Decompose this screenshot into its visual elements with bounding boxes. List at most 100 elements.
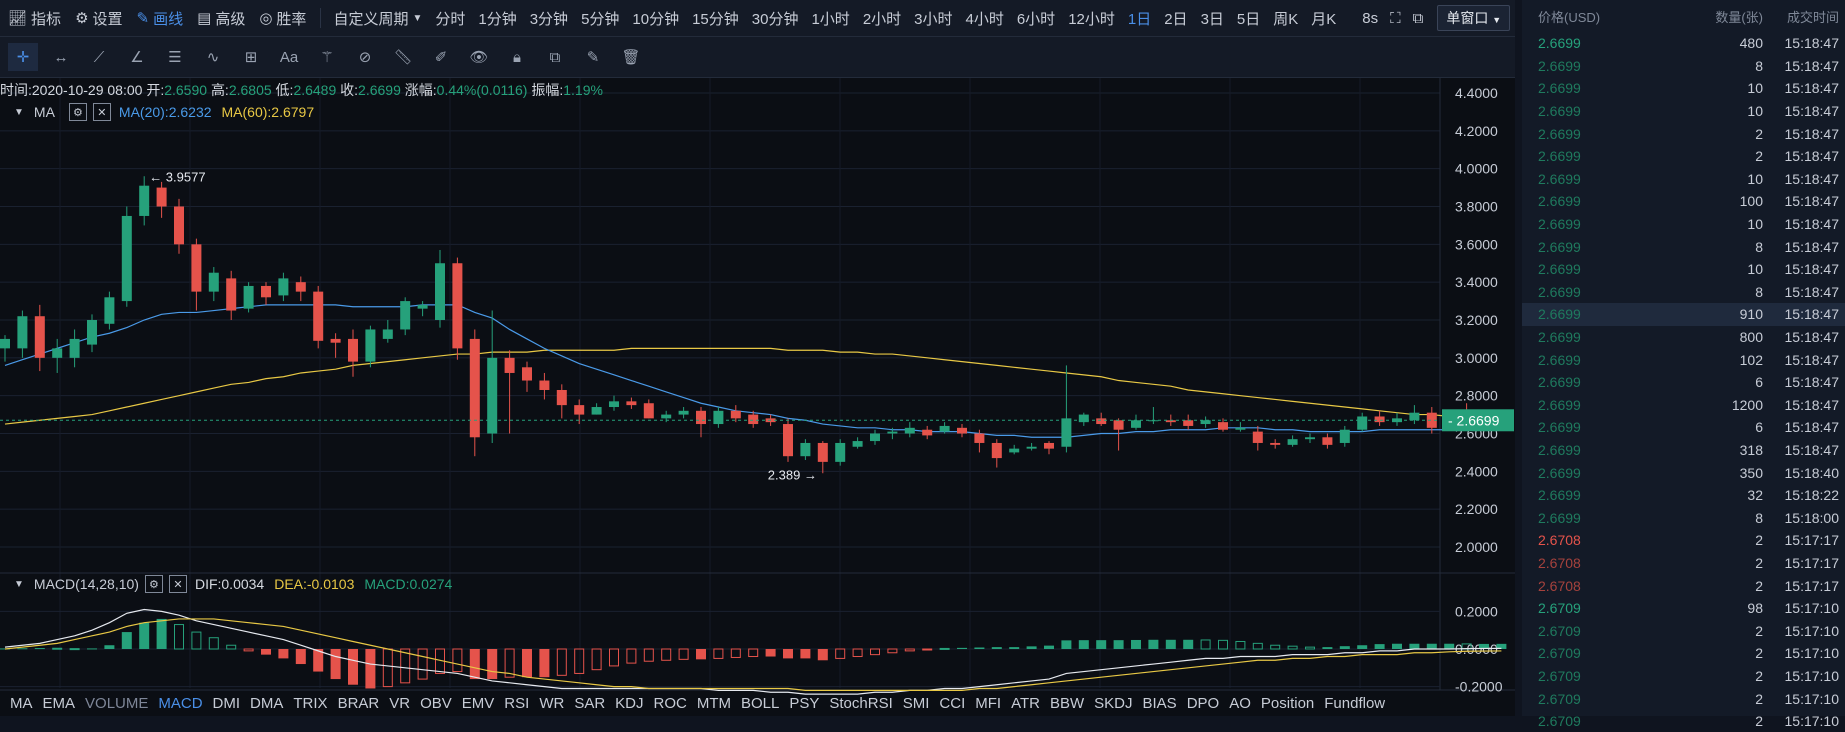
settings-button[interactable]: ⚙ 设置 xyxy=(75,8,122,29)
winrate-button[interactable]: ◎ 胜率 xyxy=(259,8,306,29)
period-9[interactable]: 3小时 xyxy=(914,10,953,28)
indicator-tab-brar[interactable]: BRAR xyxy=(337,694,380,712)
indicator-tab-atr[interactable]: ATR xyxy=(1011,694,1040,712)
period-8[interactable]: 2小时 xyxy=(862,10,902,28)
text-tool-icon[interactable]: Aa xyxy=(279,48,299,66)
kline-chart[interactable]: 4.4000 4.2000 4.0000 3.8000 3.6000 3.4000 3.20… xyxy=(0,78,1515,716)
ray-tool-icon[interactable]: ↔ xyxy=(53,48,69,66)
period-0[interactable]: 分时 xyxy=(435,10,466,28)
brush-tool-icon[interactable]: ✐ xyxy=(434,49,448,66)
angle-tool-icon[interactable]: ∠ xyxy=(130,49,144,66)
crosshair-tool-icon[interactable]: ✛ xyxy=(8,43,38,71)
ruler-tool-icon[interactable]: 📏︎ xyxy=(393,49,413,66)
indicator-tab-stochrsi[interactable]: StochRSI xyxy=(829,694,893,712)
copy-tool-icon[interactable]: ⧉ xyxy=(549,48,561,66)
indicator-tab-skdj[interactable]: SKDJ xyxy=(1094,694,1133,712)
close-icon[interactable]: ✕ xyxy=(168,575,187,593)
fullscreen-icon[interactable]: ⛶ xyxy=(1390,9,1401,27)
trade-quantity: 10 xyxy=(1747,216,1763,233)
chart-area[interactable]: 4.4000 4.2000 4.0000 3.8000 3.6000 3.4000 3.20… xyxy=(0,78,1515,716)
custom-period-dropdown[interactable]: 自定义周期 ▼ xyxy=(333,8,422,29)
indicator-tab-smi[interactable]: SMI xyxy=(902,694,930,712)
close-icon[interactable]: ✕ xyxy=(92,103,111,121)
trade-time: 15:17:10 xyxy=(1784,667,1840,684)
indicator-tab-volume[interactable]: VOLUME xyxy=(85,694,149,712)
period-5[interactable]: 15分钟 xyxy=(692,10,739,28)
indicator-tab-kdj[interactable]: KDJ xyxy=(615,694,644,712)
wave-tool-icon[interactable]: ∿ xyxy=(206,49,220,66)
indicator-tab-trix[interactable]: TRIX xyxy=(293,694,328,712)
popout-icon[interactable]: ⧉ xyxy=(1412,9,1424,27)
indicator-tab-obv[interactable]: OBV xyxy=(420,694,452,712)
indicator-tab-macd[interactable]: MACD xyxy=(158,694,203,712)
indicator-tab-cci[interactable]: CCI xyxy=(939,694,966,712)
refresh-interval[interactable]: 8s xyxy=(1362,9,1379,27)
period-12[interactable]: 12小时 xyxy=(1068,10,1115,28)
period-2[interactable]: 3分钟 xyxy=(529,10,569,28)
period-13[interactable]: 1日 xyxy=(1127,10,1152,28)
indicator-tab-mfi[interactable]: MFI xyxy=(975,694,1002,712)
period-11[interactable]: 6小时 xyxy=(1016,10,1056,28)
indicator-tab-roc[interactable]: ROC xyxy=(653,694,687,712)
trash-icon[interactable]: 🗑︎ xyxy=(621,49,641,66)
gear-icon[interactable]: ⚙ xyxy=(68,103,87,121)
macd-bar xyxy=(121,632,132,649)
candle-body xyxy=(1113,420,1124,430)
macd-bar xyxy=(661,648,672,661)
period-14[interactable]: 2日 xyxy=(1164,10,1188,28)
period-6[interactable]: 30分钟 xyxy=(751,10,799,28)
indicator-tab-dma[interactable]: DMA xyxy=(250,694,284,712)
pattern-tool-icon[interactable]: ⚚ xyxy=(320,49,334,66)
trade-quantity: 8 xyxy=(1755,57,1763,74)
period-18[interactable]: 月K xyxy=(1311,10,1337,28)
indicator-tab-position[interactable]: Position xyxy=(1260,694,1315,712)
indicator-tab-boll[interactable]: BOLL xyxy=(741,694,780,712)
collapse-icon[interactable]: ▼ xyxy=(14,578,24,590)
indicator-tab-bias[interactable]: BIAS xyxy=(1142,694,1177,712)
indicator-tab-fundflow[interactable]: Fundflow xyxy=(1324,694,1386,712)
indicator-tab-dmi[interactable]: DMI xyxy=(212,694,241,712)
period-3[interactable]: 5分钟 xyxy=(581,10,620,28)
visibility-tool-icon[interactable]: 👁︎ xyxy=(469,49,489,66)
draw-button[interactable]: ✎ 画线 xyxy=(137,8,184,29)
period-17[interactable]: 周K xyxy=(1273,10,1299,28)
collapse-icon[interactable]: ▼ xyxy=(14,106,24,118)
advanced-button[interactable]: ▤ 高级 xyxy=(197,8,245,29)
magnet-tool-icon[interactable]: ⊘ xyxy=(358,49,372,66)
indicator-tab-dpo[interactable]: DPO xyxy=(1186,694,1220,712)
indicator-tab-ao[interactable]: AO xyxy=(1229,694,1251,712)
period-16[interactable]: 5日 xyxy=(1236,10,1261,28)
macd-bar xyxy=(835,648,846,659)
indicator-tab-mtm[interactable]: MTM xyxy=(696,694,731,712)
indicator-tab-sar[interactable]: SAR xyxy=(574,694,606,712)
period-15[interactable]: 3日 xyxy=(1200,10,1224,28)
gear-icon[interactable]: ⚙ xyxy=(144,575,163,593)
trade-time: 15:18:47 xyxy=(1784,35,1840,52)
candle-body xyxy=(1200,420,1211,425)
indicator-tab-bbw[interactable]: BBW xyxy=(1049,694,1085,712)
indicator-tab-vr[interactable]: VR xyxy=(389,694,411,712)
close-value: 2.6699 xyxy=(358,82,401,98)
indicator-tab-ema[interactable]: EMA xyxy=(42,694,76,712)
measure-tool-icon[interactable]: ⊞ xyxy=(244,49,258,66)
lock-tool-icon[interactable]: 🔒︎ xyxy=(513,48,521,66)
indicator-button[interactable]: 📈︎ 指标 xyxy=(8,8,61,29)
trade-time: 15:18:47 xyxy=(1784,283,1840,300)
period-7[interactable]: 1小时 xyxy=(811,10,850,28)
edit-tool-icon[interactable]: ✎ xyxy=(586,49,600,66)
indicator-tab-wr[interactable]: WR xyxy=(539,694,565,712)
period-4[interactable]: 10分钟 xyxy=(632,10,680,28)
indicator-tab-ma[interactable]: MA xyxy=(10,694,33,712)
period-10[interactable]: 4小时 xyxy=(965,10,1004,28)
macd-bar xyxy=(226,644,237,650)
channel-tool-icon[interactable]: ☰ xyxy=(168,49,182,66)
macd-bar xyxy=(1252,642,1263,650)
indicator-tab-rsi[interactable]: RSI xyxy=(504,694,530,712)
window-mode-select[interactable]: 单窗口 ▼ xyxy=(1437,5,1511,31)
period-1[interactable]: 1分钟 xyxy=(478,10,517,28)
ma-label: MA xyxy=(33,104,55,120)
indicator-tab-emv[interactable]: EMV xyxy=(461,694,495,712)
trendline-tool-icon[interactable]: ⟋ xyxy=(93,48,105,66)
indicator-tab-psy[interactable]: PSY xyxy=(789,694,820,712)
macd-bar xyxy=(400,648,411,684)
